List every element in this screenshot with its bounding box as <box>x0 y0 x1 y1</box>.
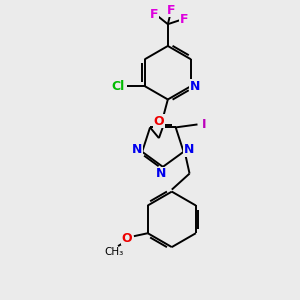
Text: F: F <box>167 4 175 17</box>
Text: Cl: Cl <box>111 80 124 93</box>
Text: O: O <box>122 232 132 245</box>
Text: I: I <box>202 118 207 131</box>
Text: N: N <box>190 80 200 93</box>
Text: N: N <box>156 167 166 180</box>
Text: N: N <box>183 143 194 156</box>
Text: CH₃: CH₃ <box>104 247 124 257</box>
Text: O: O <box>154 115 164 128</box>
Text: F: F <box>150 8 158 21</box>
Text: F: F <box>179 13 188 26</box>
Text: N: N <box>132 143 142 156</box>
